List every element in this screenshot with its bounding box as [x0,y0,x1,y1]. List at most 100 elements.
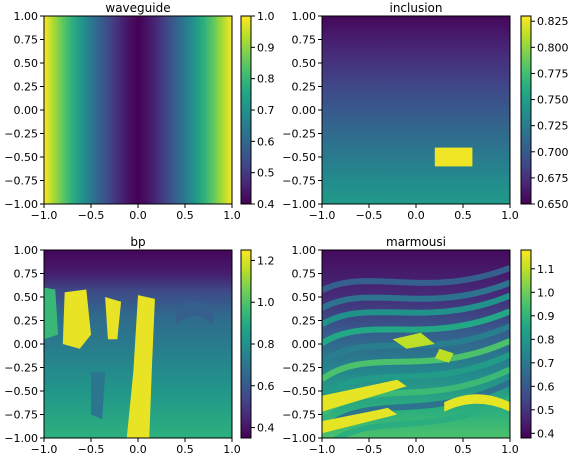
bright-layer [322,407,398,434]
inclusion-rect [434,147,473,167]
salt-body [62,289,91,349]
y-tick-label: 0.75 [14,34,39,47]
colorbar-tick-label: 0.6 [257,380,275,393]
chart-title: inclusion [389,1,442,15]
x-tick-label: −1.0 [31,443,58,456]
layer [175,301,214,326]
chart-title: bp [130,235,145,249]
y-tick-label: 0.50 [14,291,39,304]
colorbar-tick-label: 1.1 [537,263,555,276]
y-tick-label: −0.25 [282,362,316,375]
bright-layer [392,332,435,349]
x-tick-label: 0.0 [407,443,425,456]
x-tick-label: −0.5 [356,209,383,222]
y-tick-label: 0.75 [292,268,317,281]
x-tick-label: 0.5 [176,443,194,456]
panel-inclusion: inclusion −1.0 −0.5 0.0 0.5 1.0 1.00 0.75 0.50 0.… [282,1,568,222]
x-tick-label: 0.0 [129,209,147,222]
colorbar [520,249,532,439]
colorbar [240,15,252,205]
y-tick-label: 0.25 [292,315,317,328]
colorbar-tick-label: 0.750 [537,94,569,107]
y-tick-label: 0.75 [292,34,317,47]
x-tick-label: 0.0 [129,443,147,456]
strata-band [322,292,510,327]
colorbar-tick-label: 0.825 [537,15,569,28]
colorbar [240,249,252,439]
y-tick-label: 1.00 [292,10,317,23]
colorbar-tick-label: 0.725 [537,120,569,133]
colorbar-tick-label: 0.6 [257,135,275,148]
y-tick-label: 0.25 [14,315,39,328]
heatmap-image [322,250,510,438]
strata-band [322,308,510,346]
x-tick-label: 0.5 [454,209,472,222]
panel-waveguide: waveguide −1.0 −0.5 0.0 0.5 1.0 1.00 0.75 0.50 0.… [4,1,274,222]
y-tick-label: 1.00 [14,10,39,23]
x-tick-label: −0.5 [356,443,383,456]
colorbar-tick-label: 1.0 [537,286,555,299]
x-tick-label: 0.5 [176,209,194,222]
y-tick-label: 0.00 [14,104,39,117]
colorbar-tick-label: 0.4 [257,422,275,435]
colorbar-tick-label: 0.8 [537,333,555,346]
y-tick-label: −0.50 [282,151,316,164]
salt-body [105,297,122,340]
panel-marmousi: marmousi −1.0 −0.5 0.0 0.5 1.0 1.00 0.75 0.50 0.2… [282,235,554,456]
x-tick-label: 0.5 [454,443,472,456]
y-tick-label: 0.50 [14,57,39,70]
y-tick-label: −0.75 [282,175,316,188]
field [44,16,232,204]
y-tick-label: −0.50 [4,385,38,398]
colorbar-tick-label: 0.8 [257,338,275,351]
colorbar [520,15,532,205]
colorbar-tick-label: 0.9 [537,310,555,323]
strata-band [322,265,510,294]
colorbar-tick-label: 0.7 [537,357,555,370]
colorbar-tick-label: 0.8 [257,73,275,86]
y-tick-label: −1.00 [282,432,316,445]
y-tick-label: −0.50 [4,151,38,164]
colorbar-tick-label: 1.0 [257,10,275,23]
colorbar-tick-label: 0.650 [537,198,569,211]
colorbar-tick-label: 0.4 [257,198,275,211]
colorbar-tick-label: 0.800 [537,41,569,54]
salt-body [126,295,155,438]
heatmap-image [322,16,510,204]
strata-band [322,323,510,364]
colorbar-tick-label: 0.775 [537,67,569,80]
panel-bp: bp −1.0 −0.5 0.0 0.5 1.0 1.00 0.75 0.50 0.25 0.00 −… [4,235,274,456]
bright-layer [444,394,510,412]
y-tick-label: −1.00 [4,432,38,445]
colorbar-tick-label: 0.675 [537,172,569,185]
x-tick-label: 1.0 [501,443,519,456]
colorbar-tick-label: 0.6 [537,380,555,393]
y-tick-label: −0.50 [282,385,316,398]
y-tick-label: 0.50 [292,57,317,70]
field [322,16,510,204]
x-tick-label: −1.0 [309,209,336,222]
salt-body [44,287,59,340]
x-tick-label: −1.0 [309,443,336,456]
y-tick-label: 0.50 [292,291,317,304]
layer [91,372,106,420]
heatmap-image [44,250,232,438]
y-tick-label: −1.00 [4,198,38,211]
y-tick-label: 0.25 [292,81,317,94]
y-tick-label: 1.00 [14,244,39,257]
x-tick-label: −0.5 [78,443,105,456]
y-tick-label: −0.25 [4,362,38,375]
y-tick-label: 0.75 [14,268,39,281]
strata-band [322,279,510,311]
chart-title: marmousi [386,235,446,249]
y-tick-label: 0.00 [292,338,317,351]
colorbar-tick-label: 1.2 [257,254,275,267]
y-tick-label: 1.00 [292,244,317,257]
colorbar-tick-label: 1.0 [257,296,275,309]
strata-band [322,338,510,382]
strata-band [332,395,510,438]
y-tick-label: −0.75 [282,409,316,422]
strata-band [322,352,510,399]
colorbar-tick-label: 0.700 [537,146,569,159]
